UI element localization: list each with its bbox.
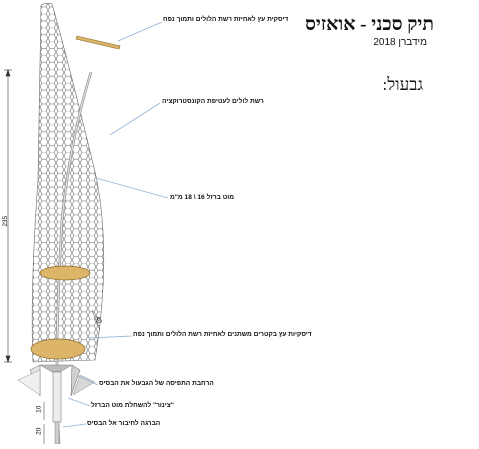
callout-rod: מוט ברזל 16 \ 18 מ"מ: [170, 194, 235, 201]
middle-wooden-disc: [39, 265, 91, 281]
leader-lines: [62, 21, 169, 428]
callout-bottom-discs: דיסקיות עץ בקטרים משתנים לאחיזת רשת הלול…: [133, 331, 312, 338]
bottom-wooden-disc: [30, 338, 86, 360]
base-flange: [17, 364, 96, 397]
height-dimension-label: 235: [2, 215, 10, 227]
disc-gap-dimension: [91, 309, 101, 331]
callout-top-disc: דיסקית עץ לאחיזת רשת הלולים ותמוך נפח: [163, 16, 289, 23]
page-subtitle: מידברן 2018: [373, 37, 427, 48]
height-dimension: [4, 69, 12, 363]
pipe: [52, 371, 62, 423]
section-label: גבעול:: [382, 75, 423, 94]
page-title: תיק סכני - אואזיס: [305, 14, 434, 35]
callout-bolt: הברגה לחיבור אל הבסיס: [87, 420, 161, 427]
chicken-wire-mesh: [31, 2, 105, 363]
base-dimension-a-label: 10: [35, 405, 43, 413]
callout-mesh: רשת לולים לעטיפת הקונסטרוקציה: [162, 98, 264, 105]
callout-pipe: "צינור" להשחלת מוט הברזל: [91, 402, 174, 409]
top-wooden-disc: [75, 35, 121, 50]
callout-flange: הרחבת התפיסה של הגבעול את הבסיס: [99, 380, 214, 387]
base-dimension-b-label: 20: [35, 427, 43, 435]
